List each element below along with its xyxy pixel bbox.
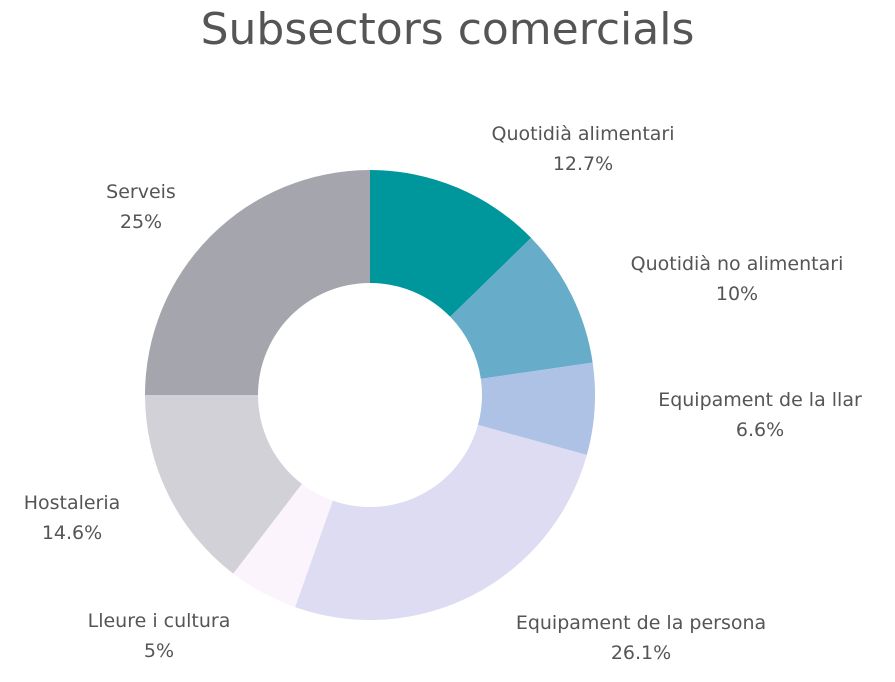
slice-label-equipament-de-la-persona: Equipament de la persona (516, 612, 766, 634)
slices-group (145, 170, 595, 621)
slice-label-lleure-i-cultura: Lleure i cultura (88, 610, 231, 632)
slice-lleure-i-cultura (233, 483, 333, 608)
slice-label-quotidia-no-alimentari: Quotidià no alimentari (631, 253, 844, 275)
slice-label-equipament-de-la-llar: Equipament de la llar (658, 389, 862, 411)
slice-label-quotidia-alimentari: Quotidià alimentari (492, 123, 675, 145)
slice-value-serveis: 25% (120, 211, 162, 233)
slice-label-serveis: Serveis (106, 181, 176, 203)
slice-hostaleria (145, 395, 302, 574)
slice-value-quotidia-no-alimentari: 10% (716, 283, 758, 305)
slice-value-hostaleria: 14.6% (42, 522, 102, 544)
slice-serveis (145, 170, 370, 395)
labels-group: Quotidià alimentari 12.7% Quotidià no alim… (24, 123, 862, 664)
slice-equipament-de-la-persona (295, 424, 587, 621)
slice-value-lleure-i-cultura: 5% (144, 640, 174, 662)
slice-value-equipament-de-la-llar: 6.6% (736, 419, 784, 441)
chart-title: Subsectors comercials (200, 4, 695, 55)
slice-quotidia-alimentari (370, 170, 532, 317)
slice-value-equipament-de-la-persona: 26.1% (611, 642, 671, 664)
slice-equipament-de-la-llar (477, 362, 595, 456)
slice-quotidia-no-alimentari (450, 237, 593, 379)
slice-label-hostaleria: Hostaleria (24, 492, 121, 514)
slice-value-quotidia-alimentari: 12.7% (553, 153, 613, 175)
